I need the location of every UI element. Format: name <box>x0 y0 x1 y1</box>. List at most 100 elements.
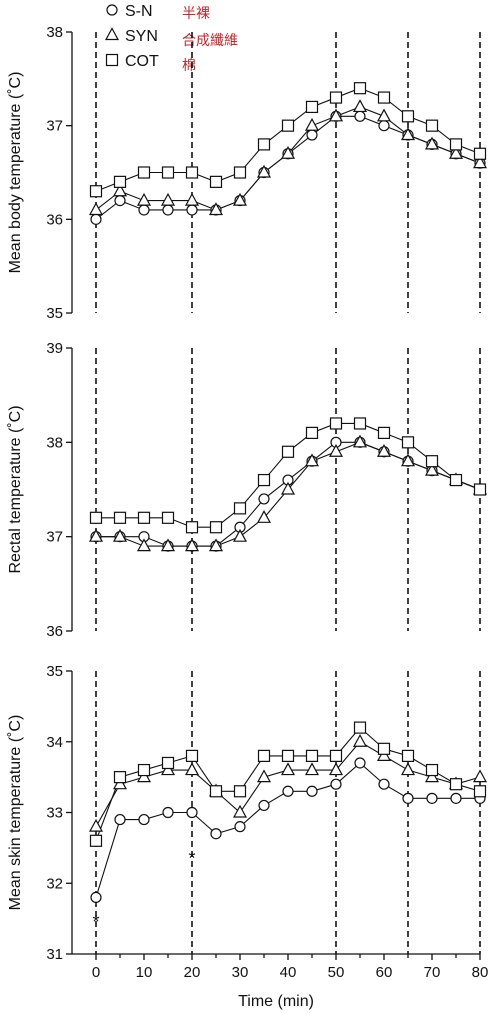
data-point-cot <box>281 749 295 763</box>
data-point-cot <box>473 785 487 798</box>
legend-label: S-N <box>125 3 153 20</box>
data-point-cot <box>233 502 247 515</box>
data-point-s-n <box>258 799 270 812</box>
data-point-syn <box>88 818 104 832</box>
data-point-cot <box>449 778 463 791</box>
data-point-syn <box>280 481 296 495</box>
data-point-syn <box>352 434 368 448</box>
data-point-cot <box>209 175 223 188</box>
data-point-cot <box>137 511 151 524</box>
y-tick-label: 35 <box>46 663 63 680</box>
data-point-syn <box>400 762 416 776</box>
data-point-syn <box>232 804 248 818</box>
data-point-s-n <box>186 204 198 216</box>
series-line-s-n <box>95 762 480 898</box>
data-point-cot <box>281 445 295 458</box>
data-point-syn <box>136 538 152 552</box>
y-tick-label: 38 <box>46 434 63 451</box>
data-point-s-n <box>162 806 174 819</box>
data-point-s-n <box>186 806 198 819</box>
data-point-syn <box>208 538 224 552</box>
data-point-s-n <box>378 778 390 790</box>
data-point-syn <box>280 146 296 159</box>
x-tick-label: 0 <box>92 964 100 981</box>
data-point-cot <box>257 138 271 151</box>
legend-marker-triangle <box>104 27 120 41</box>
data-point-s-n <box>138 204 150 216</box>
data-point-syn <box>184 538 200 552</box>
data-point-cot <box>161 756 175 770</box>
data-point-s-n <box>162 204 174 216</box>
data-point-syn <box>256 769 272 783</box>
y-axis-title: Rectal temperature (˚C) <box>7 405 24 573</box>
legend-label: COT <box>125 53 159 70</box>
x-tick-label: 10 <box>136 964 153 981</box>
legend-marker-circle <box>106 4 118 16</box>
data-point-cot <box>329 91 343 104</box>
data-point-cot <box>305 100 319 114</box>
data-point-cot <box>233 785 247 798</box>
data-point-cot <box>449 473 463 487</box>
data-point-cot <box>137 166 151 179</box>
panels: 35 36 37 38 Mean body temperature (˚C) 36 37 38… <box>7 24 488 1010</box>
data-point-syn <box>232 192 248 206</box>
data-point-cot <box>89 834 103 847</box>
series-line-cot <box>95 726 481 841</box>
data-point-cot <box>209 521 223 534</box>
legend-note: 棉 <box>182 57 196 74</box>
data-point-s-n <box>138 813 150 826</box>
data-point-syn <box>424 136 440 150</box>
data-point-syn <box>448 146 464 159</box>
data-point-s-n <box>306 129 318 141</box>
data-point-cot <box>353 417 367 430</box>
significance-marker: * <box>188 848 195 868</box>
data-point-cot <box>281 119 295 132</box>
data-point-s-n <box>234 821 246 833</box>
data-point-cot <box>449 138 463 151</box>
data-point-syn <box>160 192 176 206</box>
data-point-cot <box>305 749 319 763</box>
data-point-syn <box>304 762 320 776</box>
data-point-cot <box>401 749 415 763</box>
data-point-syn <box>184 762 200 776</box>
y-axis-title: Mean body temperature (˚C) <box>7 72 24 274</box>
data-point-cot <box>257 749 271 763</box>
data-point-cot <box>89 185 103 198</box>
data-point-s-n <box>90 891 102 904</box>
data-point-cot <box>305 426 319 439</box>
y-axis-title: Mean skin temperature (˚C) <box>7 715 24 911</box>
skin-temperature-panel: 31 32 33 34 35 Mean skin temperature (˚C) 0 10 2… <box>7 663 488 1010</box>
data-point-cot <box>233 166 247 179</box>
data-point-syn <box>472 769 488 783</box>
data-point-cot <box>473 147 487 160</box>
data-point-cot <box>473 483 487 496</box>
data-point-s-n <box>450 792 462 804</box>
data-point-cot <box>209 785 223 798</box>
data-point-syn <box>136 192 152 206</box>
data-point-s-n <box>330 778 342 790</box>
data-point-syn <box>328 762 344 776</box>
y-tick-label: 33 <box>46 805 63 822</box>
data-point-syn <box>280 762 296 776</box>
y-tick-label: 37 <box>46 118 63 135</box>
data-point-cot <box>185 749 199 763</box>
data-point-syn <box>208 202 224 216</box>
data-point-s-n <box>210 828 222 840</box>
data-point-s-n <box>114 813 126 826</box>
data-point-cot <box>89 511 103 524</box>
data-point-cot <box>161 511 175 524</box>
legend-note: 半裸 <box>182 6 210 22</box>
data-point-cot <box>329 417 343 430</box>
legend-marker-square <box>105 53 119 67</box>
data-point-syn <box>304 117 320 131</box>
x-tick-label: 80 <box>472 964 489 981</box>
data-point-syn <box>424 462 440 476</box>
data-point-cot <box>353 721 367 734</box>
data-point-syn <box>472 155 488 169</box>
data-point-cot <box>425 119 439 132</box>
data-point-s-n <box>354 110 366 122</box>
legend-label: SYN <box>125 28 158 45</box>
data-point-cot <box>161 166 175 179</box>
x-tick-label: 60 <box>376 964 393 981</box>
